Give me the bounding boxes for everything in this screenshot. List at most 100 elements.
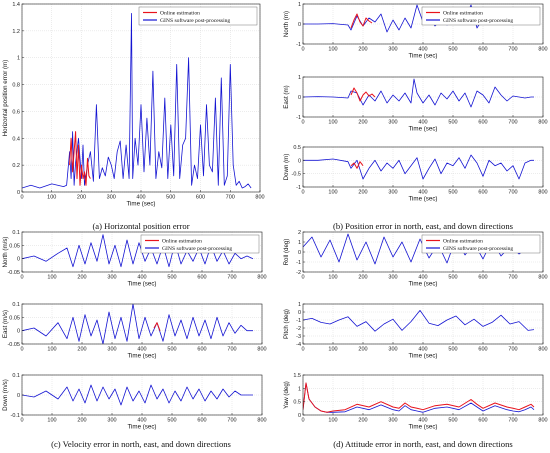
y-tick-label: -0.5 — [292, 172, 301, 178]
x-tick-label: 400 — [136, 195, 145, 201]
series-line-gins-post-processing — [22, 234, 254, 268]
y-tick-label: 1 — [298, 386, 301, 392]
series-line-gins-post-processing — [303, 154, 534, 180]
x-axis-label: Time (sec) — [409, 53, 438, 60]
y-tick-label: -0.05 — [7, 270, 20, 276]
x-tick-label: 700 — [508, 275, 517, 281]
x-tick-label: 600 — [197, 347, 206, 353]
x-tick-label: 300 — [107, 418, 116, 424]
x-tick-label: 400 — [418, 347, 427, 353]
x-tick-label: 200 — [358, 418, 367, 424]
legend-online-estimation-label: Online estimation — [443, 11, 483, 17]
x-tick-label: 600 — [478, 120, 487, 126]
x-tick-label: 200 — [358, 47, 367, 53]
y-tick-label: 1.4 — [12, 2, 20, 8]
x-tick-label: 600 — [196, 195, 205, 201]
x-tick-label: 100 — [47, 275, 56, 281]
legend-box — [421, 234, 541, 254]
x-tick-label: 800 — [538, 347, 547, 353]
y-tick-label: 1 — [17, 56, 20, 62]
x-tick-label: 800 — [538, 275, 547, 281]
x-tick-label: 0 — [20, 195, 23, 201]
x-tick-label: 300 — [388, 120, 397, 126]
x-tick-label: 700 — [226, 195, 235, 201]
x-tick-label: 500 — [448, 120, 457, 126]
x-tick-label: 100 — [47, 418, 56, 424]
x-tick-label: 300 — [107, 347, 116, 353]
legend-online-estimation-label: Online estimation — [443, 239, 483, 245]
series-line-online-estimation — [350, 161, 364, 169]
x-tick-label: 800 — [257, 418, 266, 424]
chart-d-pitch: 0 100 200 300 400 500 600 700 800 -4 -3 -2 -1 0 1 Time … — [283, 302, 548, 360]
x-tick-label: 200 — [77, 347, 86, 353]
y-tick-label: -0.1 — [11, 413, 20, 419]
x-tick-label: 400 — [418, 275, 427, 281]
x-tick-label: 800 — [257, 347, 266, 353]
caption-d: (d) Attitude error in north, east, and d… — [333, 439, 513, 449]
x-axis-label: Time (sec) — [128, 281, 157, 288]
x-tick-label: 0 — [20, 275, 23, 281]
x-tick-label: 700 — [508, 190, 517, 196]
series-line-online-estimation — [153, 322, 161, 331]
x-axis-label: Time (sec) — [127, 201, 156, 208]
y-tick-label: 1 — [298, 75, 301, 81]
x-tick-label: 300 — [107, 275, 116, 281]
x-tick-label: 700 — [508, 418, 517, 424]
y-tick-label: 0.5 — [293, 145, 301, 151]
x-tick-label: 100 — [328, 275, 337, 281]
x-tick-label: 300 — [388, 275, 397, 281]
x-tick-label: 0 — [20, 418, 23, 424]
x-tick-label: 700 — [227, 418, 236, 424]
legend-box — [421, 6, 541, 26]
x-tick-label: 200 — [358, 120, 367, 126]
x-axis-label: Time (sec) — [409, 424, 438, 431]
y-axis-label: East (m) — [283, 85, 290, 108]
y-axis-label: Pitch (deg) — [283, 309, 290, 339]
y-axis-label: Yaw (deg) — [283, 381, 290, 409]
y-axis-label: Down (m) — [283, 154, 290, 181]
y-tick-label: 0 — [17, 257, 20, 263]
x-tick-label: 0 — [20, 347, 23, 353]
y-tick-label: 0.8 — [12, 83, 20, 89]
y-axis-label: North (m/s) — [2, 237, 9, 268]
x-tick-label: 500 — [448, 418, 457, 424]
x-tick-label: 100 — [328, 418, 337, 424]
series-line-gins-post-processing — [303, 309, 535, 332]
chart-a: 0 100 200 300 400 500 600 700 800 0 0.2 0.4 0.6 0.8 1 1… — [2, 2, 265, 208]
x-tick-label: 0 — [301, 47, 304, 53]
y-tick-label: 0 — [298, 158, 301, 164]
y-tick-label: -4 — [296, 342, 301, 348]
x-tick-label: 100 — [328, 47, 337, 53]
caption-b: (b) Position error in north, east, and d… — [333, 221, 514, 231]
x-tick-label: 200 — [77, 418, 86, 424]
y-tick-label: 0.6 — [12, 109, 20, 115]
series-line-gins-post-processing — [22, 304, 253, 344]
chart-c-east: 0 100 200 300 400 500 600 700 800-0.0500.050.1Ti… — [2, 302, 267, 360]
caption-c: (c) Velocity error in north, east, and d… — [51, 439, 231, 449]
x-tick-label: 500 — [448, 47, 457, 53]
y-tick-label: 0.4 — [12, 136, 20, 142]
y-tick-label: 1.2 — [12, 29, 20, 35]
x-tick-label: 500 — [448, 347, 457, 353]
x-tick-label: 100 — [328, 347, 337, 353]
x-tick-label: 600 — [478, 190, 487, 196]
x-tick-label: 200 — [77, 275, 86, 281]
y-tick-label: -1 — [296, 318, 301, 324]
chart-c-north: 0 100 200 300 400 500 600 700 800-0.0500.050.1Ti… — [2, 230, 267, 288]
x-axis-label: Time (sec) — [409, 353, 438, 360]
chart-b-down: 0 100 200 300 400 500 600 700 800 -1 -0.5 0 0.5 Time … — [283, 145, 548, 203]
x-tick-label: 800 — [255, 195, 264, 201]
y-tick-label: -1 — [296, 185, 301, 191]
x-tick-label: 800 — [538, 190, 547, 196]
x-tick-label: 0 — [301, 120, 304, 126]
x-tick-label: 600 — [197, 418, 206, 424]
x-tick-label: 200 — [77, 195, 86, 201]
y-tick-label: 0.1 — [12, 302, 20, 308]
x-tick-label: 300 — [388, 347, 397, 353]
x-tick-label: 300 — [388, 190, 397, 196]
y-tick-label: -1 — [296, 260, 301, 266]
